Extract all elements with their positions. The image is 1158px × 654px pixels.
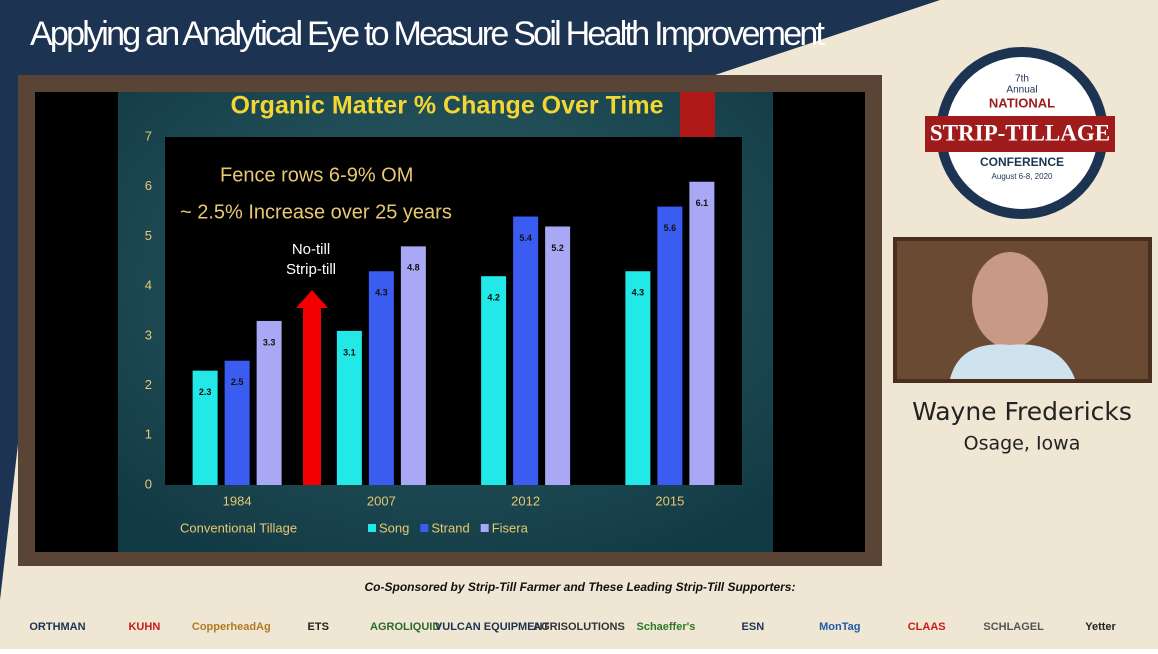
plot-area bbox=[165, 137, 742, 485]
annotation: Strip-till bbox=[286, 261, 336, 278]
legend-swatch bbox=[368, 524, 376, 532]
sponsor-caption: Co-Sponsored by Strip-Till Farmer and Th… bbox=[365, 580, 796, 594]
data-label: 5.4 bbox=[519, 233, 532, 243]
speaker-face bbox=[972, 252, 1048, 348]
annotation: Fence rows 6-9% OM bbox=[220, 164, 413, 186]
bar bbox=[545, 226, 571, 485]
y-tick-label: 3 bbox=[145, 327, 152, 342]
sponsor-logo: Schaeffer's bbox=[636, 621, 695, 633]
badge-text: August 6-8, 2020 bbox=[992, 172, 1053, 181]
y-tick-label: 7 bbox=[145, 128, 152, 143]
data-label: 6.1 bbox=[696, 198, 709, 208]
data-label: 3.1 bbox=[343, 347, 356, 357]
sponsor-logo: AGROLIQUID bbox=[370, 621, 440, 633]
data-label: 4.3 bbox=[632, 288, 645, 298]
legend-swatch bbox=[480, 524, 489, 532]
bar bbox=[513, 216, 539, 486]
sponsor-logo: ETS bbox=[308, 621, 329, 633]
bar bbox=[224, 360, 250, 485]
legend-swatch bbox=[420, 524, 429, 532]
y-tick-label: 1 bbox=[145, 427, 152, 442]
x-tick-label: 2007 bbox=[367, 493, 396, 508]
arrow bbox=[296, 290, 328, 485]
badge-text: NATIONAL bbox=[989, 95, 1055, 110]
data-label: 3.3 bbox=[263, 337, 276, 347]
bar bbox=[192, 370, 218, 485]
sponsor-logo: KUHN bbox=[128, 621, 160, 633]
y-tick-label: 6 bbox=[145, 178, 152, 193]
y-tick-label: 5 bbox=[145, 228, 152, 243]
speaker-name: Wayne Fredericks bbox=[912, 397, 1132, 426]
data-label: 5.6 bbox=[664, 223, 677, 233]
chart-title: Organic Matter % Change Over Time bbox=[231, 92, 664, 120]
bar bbox=[657, 206, 683, 485]
bar bbox=[256, 320, 282, 485]
data-label: 2.3 bbox=[199, 387, 212, 397]
data-label: 5.2 bbox=[551, 243, 564, 253]
bar bbox=[368, 271, 394, 485]
sponsor-logo: Yetter bbox=[1085, 621, 1116, 633]
bar bbox=[689, 181, 715, 485]
data-label: 2.5 bbox=[231, 377, 244, 387]
legend-label: Strand bbox=[431, 520, 469, 535]
sponsor-logo: AGRISOLUTIONS bbox=[533, 621, 625, 633]
badge-text: CONFERENCE bbox=[980, 155, 1064, 169]
data-label: 4.8 bbox=[407, 263, 420, 273]
y-tick-label: 0 bbox=[145, 476, 152, 491]
sponsor-logo: CopperheadAg bbox=[192, 621, 271, 633]
legend-label: Fisera bbox=[492, 520, 529, 535]
sponsor-logo: MonTag bbox=[819, 621, 860, 633]
annotation: ~ 2.5% Increase over 25 years bbox=[180, 201, 452, 223]
legend-label: Song bbox=[379, 520, 409, 535]
badge-text: STRIP-TILLAGE bbox=[930, 120, 1110, 145]
page-title: Applying an Analytical Eye to Measure So… bbox=[30, 15, 826, 53]
annotation: No-till bbox=[292, 241, 330, 258]
header-band bbox=[0, 0, 940, 80]
sponsor-logo: SCHLAGEL bbox=[983, 621, 1044, 633]
y-tick-label: 4 bbox=[145, 278, 152, 293]
data-label: 4.2 bbox=[487, 293, 500, 303]
sponsor-logo: ESN bbox=[742, 621, 765, 633]
speaker-location: Osage, Iowa bbox=[964, 433, 1081, 455]
badge-ribbon bbox=[925, 116, 1115, 152]
bar bbox=[481, 276, 507, 485]
sponsor-logo: CLAAS bbox=[908, 621, 946, 633]
badge-text: 7th bbox=[1015, 74, 1029, 85]
annotation: Conventional Tillage bbox=[180, 520, 297, 535]
bar bbox=[336, 330, 362, 485]
y-tick-label: 2 bbox=[145, 377, 152, 392]
bar bbox=[625, 271, 651, 485]
slide-accent bbox=[680, 92, 715, 137]
sponsor-logo: VULCAN EQUIPMENT bbox=[435, 621, 550, 633]
data-label: 4.3 bbox=[375, 288, 388, 298]
x-tick-label: 1984 bbox=[223, 493, 252, 508]
badge-text: Annual bbox=[1006, 85, 1037, 96]
x-tick-label: 2012 bbox=[511, 493, 540, 508]
speaker-shirt bbox=[950, 344, 1075, 379]
bar bbox=[400, 246, 426, 485]
x-tick-label: 2015 bbox=[655, 493, 684, 508]
sponsor-logo: ORTHMAN bbox=[29, 621, 85, 633]
